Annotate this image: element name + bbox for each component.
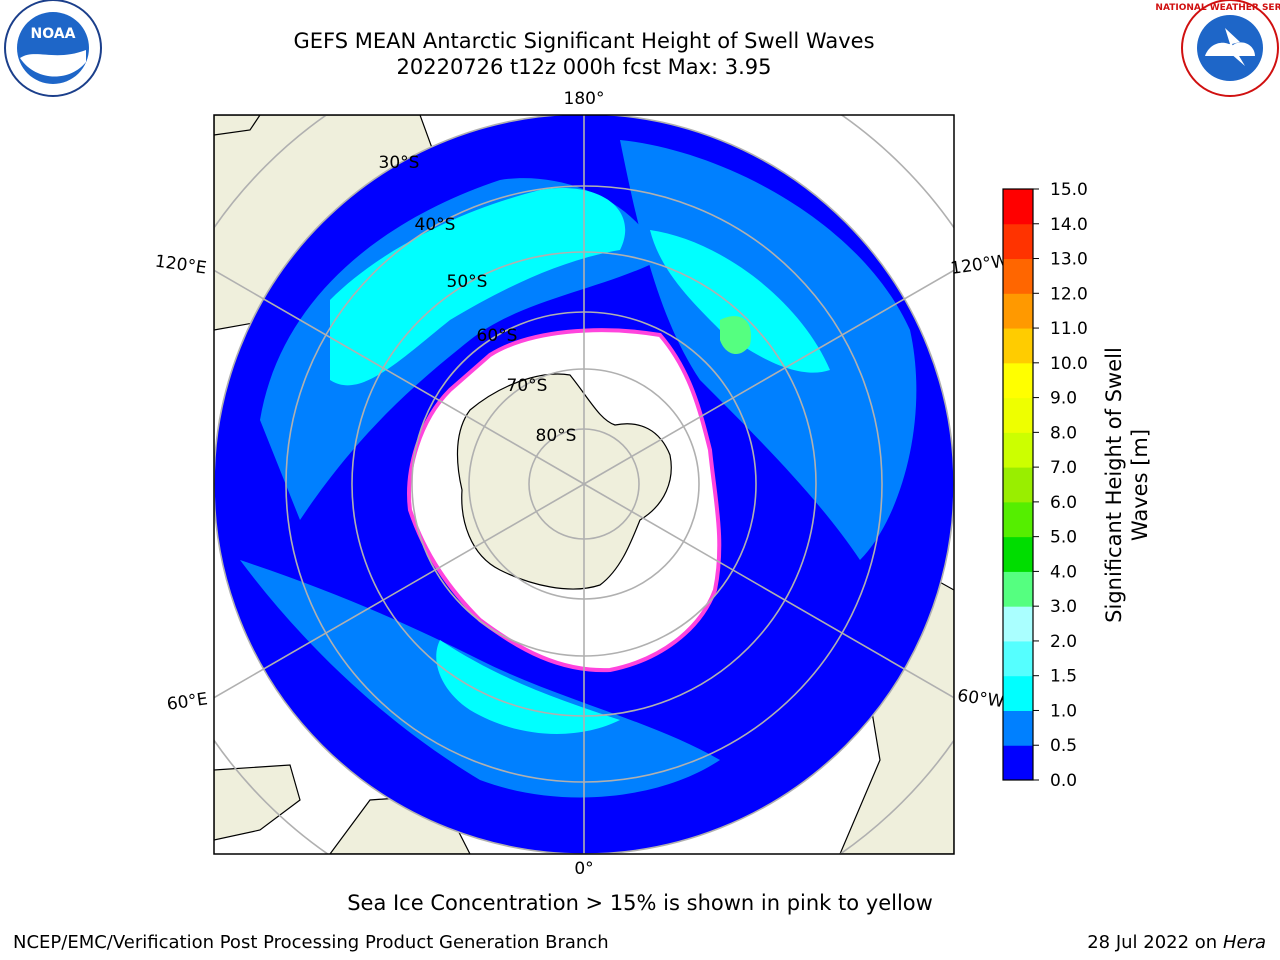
lat-label-50s: 50°S — [447, 272, 488, 292]
map-subtitle: 20220726 t12z 000h fcst Max: 3.95 — [396, 55, 772, 79]
colorbar-tick-label: 7.0 — [1050, 458, 1077, 478]
colorbar-segment — [1003, 328, 1033, 364]
colorbar: 0.0 0.5 1.0 1.5 2.0 3.0 4.0 5.0 6.0 7.0 8.0 9.0 10.0… — [1002, 180, 1088, 791]
graticule — [214, 115, 954, 854]
lat-label-60s: 60°S — [477, 326, 518, 346]
lat-label-30s: 30°S — [379, 153, 420, 173]
colorbar-tick-label: 0.0 — [1050, 771, 1077, 791]
colorbar-tick-label: 13.0 — [1050, 250, 1088, 270]
colorbar-segment — [1003, 571, 1033, 607]
lat-label-70s: 70°S — [507, 376, 548, 396]
swell-field-peak — [720, 316, 751, 355]
colorbar-tick-label: 14.0 — [1050, 215, 1088, 235]
nws-logo: NATIONAL WEATHER SERVICE — [1155, 0, 1280, 97]
colorbar-tick-label: 11.0 — [1050, 319, 1088, 339]
lon-label-0: 0° — [574, 859, 593, 879]
colorbar-segment — [1003, 397, 1033, 433]
colorbar-segment — [1003, 606, 1033, 642]
colorbar-segment — [1003, 640, 1033, 677]
colorbar-tick-label: 0.5 — [1050, 736, 1077, 756]
colorbar-tick-label: 2.0 — [1050, 632, 1077, 652]
sea-ice-note: Sea Ice Concentration > 15% is shown in … — [347, 891, 933, 915]
corner-land — [214, 115, 261, 136]
colorbar-frame — [1002, 188, 1034, 781]
lat-label-80s: 80°S — [536, 426, 577, 446]
colorbar-tick-label: 12.0 — [1050, 284, 1088, 304]
colorbar-tick-label: 8.0 — [1050, 423, 1077, 443]
colorbar-tick-label: 10.0 — [1050, 354, 1088, 374]
colorbar-segment — [1003, 467, 1033, 503]
lon-label-120w: 120°W — [949, 251, 1009, 279]
lon-label-120e: 120°E — [154, 252, 208, 279]
colorbar-segment — [1003, 432, 1033, 468]
colorbar-segment — [1003, 189, 1033, 225]
swell-field-high-south — [436, 640, 620, 734]
colorbar-tick-label: 5.0 — [1050, 528, 1077, 548]
colorbar-tick-label: 3.0 — [1050, 597, 1077, 617]
svg-text:NOAA: NOAA — [31, 26, 76, 42]
colorbar-tick-label: 1.0 — [1050, 701, 1077, 721]
colorbar-segment — [1003, 675, 1033, 711]
colorbar-tick-label: 6.0 — [1050, 493, 1077, 513]
colorbar-label: Significant Height of Swell Waves [m] — [1102, 347, 1152, 623]
lon-label-180: 180° — [564, 89, 605, 109]
map-frame — [213, 114, 955, 855]
colorbar-tick-label: 1.5 — [1050, 667, 1077, 687]
colorbar-tick-label: 9.0 — [1050, 389, 1077, 409]
date-text: 28 Jul 2022 on Hera — [1087, 932, 1266, 953]
svg-text:NATIONAL WEATHER SERVICE: NATIONAL WEATHER SERVICE — [1155, 3, 1280, 13]
machine-name: Hera — [1222, 932, 1266, 953]
colorbar-segment — [1003, 501, 1033, 538]
colorbar-segment — [1003, 293, 1033, 329]
colorbar-tick-label: 15.0 — [1050, 180, 1088, 200]
colorbar-segment — [1003, 258, 1033, 294]
credit-text: NCEP/EMC/Verification Post Processing Pr… — [13, 932, 609, 953]
lon-label-60e: 60°E — [166, 689, 209, 714]
map-title: GEFS MEAN Antarctic Significant Height o… — [293, 29, 875, 53]
lon-label-60w: 60°W — [956, 686, 1005, 712]
colorbar-segment — [1003, 536, 1033, 572]
antarctica-land — [456, 373, 672, 590]
colorbar-segment — [1003, 223, 1033, 260]
swell-field-high-east — [650, 230, 830, 373]
colorbar-segment — [1003, 745, 1033, 781]
colorbar-tick-label: 4.0 — [1050, 562, 1077, 582]
colorbar-segment — [1003, 362, 1033, 399]
noaa-logo: NOAA — [4, 0, 102, 97]
lat-label-40s: 40°S — [415, 215, 456, 235]
colorbar-segment — [1003, 710, 1033, 746]
swell-field-high — [330, 188, 626, 386]
